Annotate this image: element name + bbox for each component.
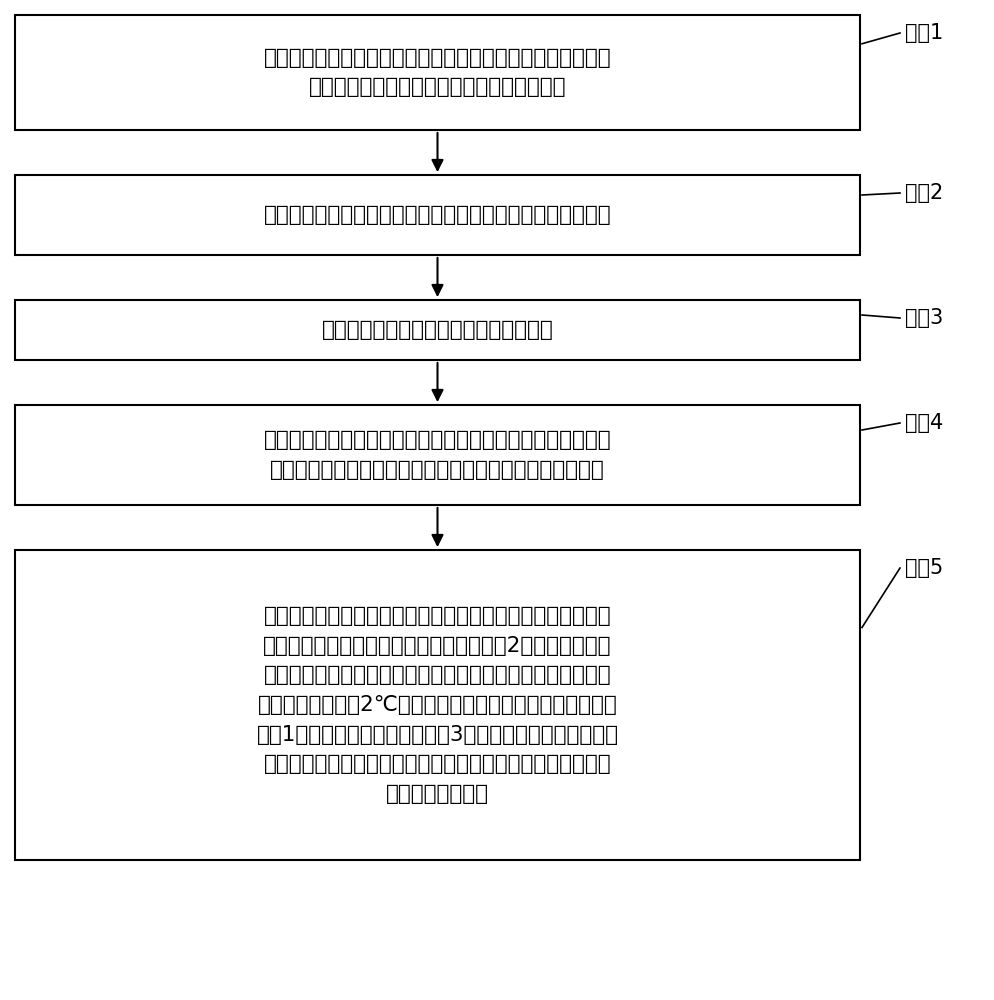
Bar — [15, 15, 859, 130]
Text: 步骤4: 步骤4 — [905, 413, 942, 433]
Text: 步骤5: 步骤5 — [905, 558, 942, 578]
Text: 根据设定放电时间长度和锂离子电池内部变量，得到锂离子电
池单体的端电压、不同时刻的电池内部温度和最大放电倍率: 根据设定放电时间长度和锂离子电池内部变量，得到锂离子电 池单体的端电压、不同时刻… — [263, 430, 610, 480]
Text: 根据检测到的锂离子电池充放电过程中的电流、端电压和电池
内部温度，建立锂离子电池的简化电化学模型: 根据检测到的锂离子电池充放电过程中的电流、端电压和电池 内部温度，建立锂离子电池… — [263, 48, 610, 97]
Text: 步骤2: 步骤2 — [905, 183, 942, 203]
Text: 对锂离子电池的简化电化学模型进行参数辨识，得到辨识参数: 对锂离子电池的简化电化学模型进行参数辨识，得到辨识参数 — [263, 205, 610, 225]
Text: 根据辨识参数，获得锂离子电池内部变量: 根据辨识参数，获得锂离子电池内部变量 — [321, 320, 553, 340]
Text: 步骤3: 步骤3 — [905, 308, 942, 328]
Bar — [15, 300, 859, 360]
Bar — [15, 550, 859, 860]
Text: 步骤1: 步骤1 — [905, 23, 942, 43]
Text: 在初始放电倍率和最大放电倍率之间，分别找到满足在设定放
电时间长度中最后时刻下的电池端电压小于2情况下的临界放
电倍率、设定放电时间中最后一个时刻与初始时刻的电: 在初始放电倍率和最大放电倍率之间，分别找到满足在设定放 电时间长度中最后时刻下的… — [256, 606, 618, 804]
Bar — [15, 175, 859, 255]
Bar — [15, 405, 859, 505]
